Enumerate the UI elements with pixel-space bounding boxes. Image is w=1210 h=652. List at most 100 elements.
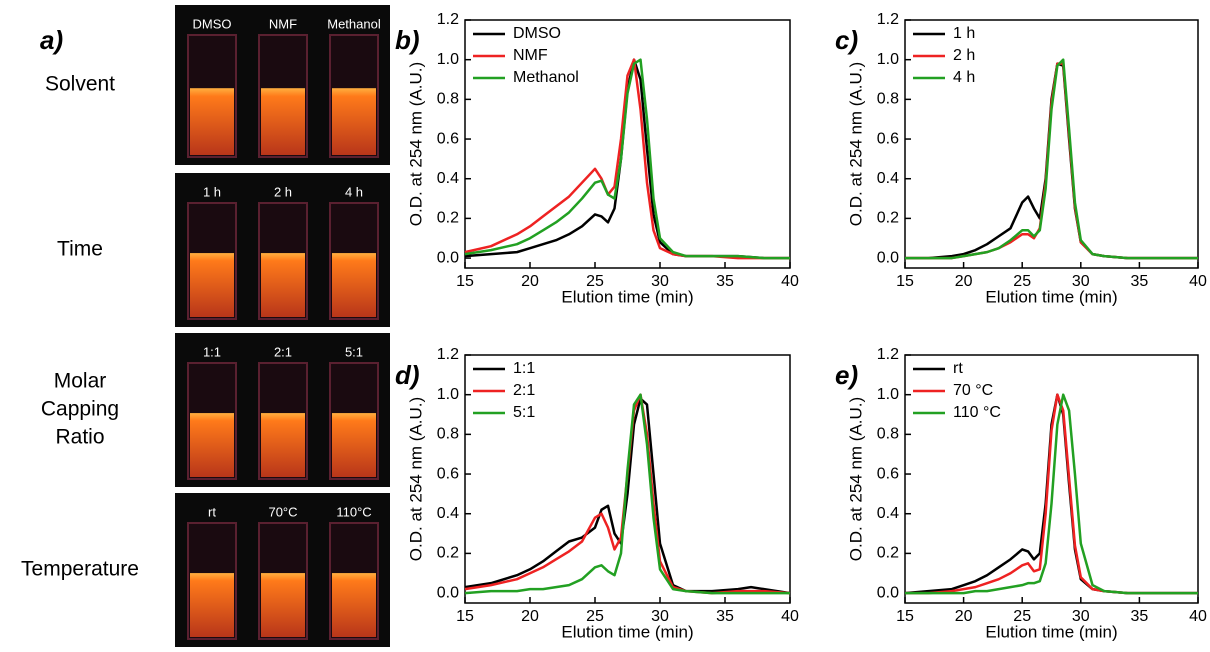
row-label: Temperature [21,558,139,581]
y-tick-label: 0.8 [877,91,899,108]
y-tick-label: 0.6 [437,465,459,482]
x-tick-label: 35 [1131,273,1149,290]
x-tick-label: 20 [955,608,973,625]
y-tick-label: 0.2 [877,210,899,227]
x-tick-label: 25 [1013,273,1031,290]
cuvette-label: Methanol [327,16,381,31]
legend-label: 4 h [953,69,975,86]
legend-label: NMF [513,47,548,64]
y-tick-label: 0.4 [877,170,899,187]
row-label: Capping [41,398,119,421]
panel-label: e) [835,360,858,390]
panel-label: d) [395,360,420,390]
row-label: Molar [54,370,107,393]
liquid [332,88,376,155]
y-tick-label: 0.4 [877,505,899,522]
y-tick-label: 0.4 [437,170,459,187]
row-label: Ratio [55,426,104,449]
x-tick-label: 25 [586,608,604,625]
legend-label: 1 h [953,25,975,42]
plot-frame [464,354,791,604]
cuvette-label: 70°C [268,504,297,519]
liquid [332,253,376,317]
legend-label: rt [953,360,963,377]
y-tick-label: 0.6 [437,130,459,147]
x-tick-label: 35 [716,273,734,290]
cuvette-label: 2 h [274,184,292,199]
series-line [464,397,791,595]
x-tick-label: 15 [456,608,474,625]
cuvette-label: 1 h [203,184,221,199]
panel-label: b) [395,25,420,55]
x-axis-label: Elution time (min) [561,287,693,306]
x-tick-label: 20 [521,608,539,625]
y-tick-label: 1.0 [877,386,899,403]
y-tick-label: 0.6 [877,465,899,482]
y-tick-label: 0.0 [877,584,899,601]
x-tick-label: 30 [651,273,669,290]
liquid [332,573,376,637]
panel-label: c) [835,25,858,55]
y-tick-label: 0.2 [437,545,459,562]
row-label: Solvent [45,73,115,96]
x-axis-label: Elution time (min) [561,622,693,641]
series-line [464,393,790,595]
series-line [905,62,1198,260]
cuvette-label: DMSO [193,16,232,31]
liquid [261,253,305,317]
y-tick-label: 1.2 [877,11,899,28]
liquid [332,413,376,477]
x-tick-label: 30 [651,608,669,625]
x-tick-label: 15 [896,608,914,625]
row-label: Time [57,238,103,261]
legend-label: Methanol [513,69,579,86]
y-axis-label: O.D. at 254 nm (A.U.) [846,397,865,561]
liquid [190,413,234,477]
panel-label: a) [40,25,63,55]
y-tick-label: 1.2 [437,346,459,363]
cuvette-label: 4 h [345,184,363,199]
x-tick-label: 35 [1131,608,1149,625]
x-tick-label: 25 [1013,608,1031,625]
x-tick-label: 40 [1189,273,1207,290]
y-tick-label: 0.4 [437,505,459,522]
liquid [190,88,234,155]
y-axis-label: O.D. at 254 nm (A.U.) [846,62,865,226]
plot-frame [904,354,1199,604]
x-tick-label: 40 [1189,608,1207,625]
x-tick-label: 30 [1072,273,1090,290]
legend-label: 2:1 [513,382,535,399]
y-tick-label: 0.8 [877,426,899,443]
legend-label: 70 °C [953,382,993,399]
cuvette-label: 5:1 [345,344,363,359]
y-tick-label: 1.2 [437,11,459,28]
liquid [261,413,305,477]
x-axis-label: Elution time (min) [985,622,1117,641]
series-line [464,58,790,260]
liquid [261,88,305,155]
y-tick-label: 1.0 [877,51,899,68]
y-tick-label: 0.2 [437,210,459,227]
y-axis-label: O.D. at 254 nm (A.U.) [406,62,425,226]
x-tick-label: 40 [781,608,799,625]
y-axis-label: O.D. at 254 nm (A.U.) [406,397,425,561]
legend-label: 1:1 [513,360,535,377]
y-tick-label: 1.2 [877,346,899,363]
y-tick-label: 1.0 [437,386,459,403]
x-tick-label: 25 [586,273,604,290]
x-tick-label: 40 [781,273,799,290]
x-tick-label: 15 [456,273,474,290]
y-tick-label: 0.8 [437,91,459,108]
series-line [905,393,1198,595]
x-tick-label: 35 [716,608,734,625]
x-tick-label: 20 [521,273,539,290]
series-line [905,58,1198,260]
legend-label: 5:1 [513,404,535,421]
y-tick-label: 1.0 [437,51,459,68]
x-tick-label: 20 [955,273,973,290]
x-tick-label: 30 [1072,608,1090,625]
cuvette-label: 110°C [336,504,371,519]
y-tick-label: 0.2 [877,545,899,562]
legend-label: 110 °C [953,404,1001,421]
